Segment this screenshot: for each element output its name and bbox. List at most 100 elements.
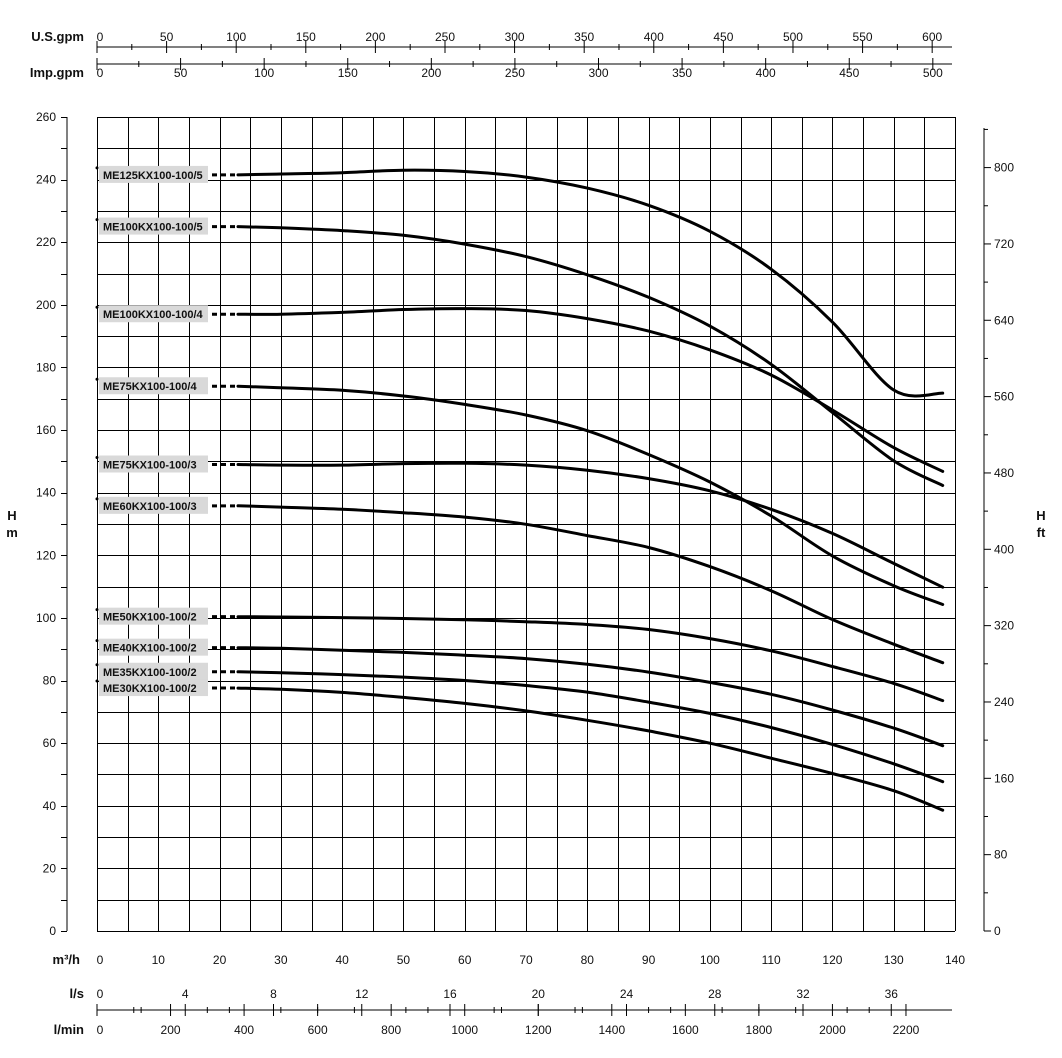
x-main-tick-label: 70 <box>519 953 533 967</box>
series-label-me75kx100-100-3: ME75KX100-100/3 <box>95 455 236 473</box>
x-axis-ls-tick-label: 24 <box>620 987 634 1001</box>
series-label-box <box>99 496 208 514</box>
x-axis-ls-tick-label: 28 <box>708 987 722 1001</box>
x-axis-ls-tick-label: 12 <box>355 987 369 1001</box>
series-label-me75kx100-100-4: ME75KX100-100/4 <box>95 377 236 395</box>
series-label-text: ME125KX100-100/5 <box>103 170 203 182</box>
series-label-box <box>99 679 208 697</box>
x-axis-usgpm-tick-label: 350 <box>574 30 594 44</box>
y-right-tick-label: 480 <box>994 466 1014 480</box>
y-left-tick-label: 180 <box>36 360 56 374</box>
y-left-axis-label: H <box>7 508 16 523</box>
x-axis-ls-tick-label: 0 <box>97 987 104 1001</box>
series-line-me75kx100-100-4 <box>236 384 945 606</box>
series-label-text: ME50KX100-100/2 <box>103 612 197 624</box>
series-label-me100kx100-100-5: ME100KX100-100/5 <box>95 217 236 235</box>
x-axis-ls-tick-label: 20 <box>532 987 546 1001</box>
y-left-tick-label: 100 <box>36 611 56 625</box>
x-axis-lmin-tick-label: 400 <box>234 1023 254 1037</box>
x-main-tick-label: 140 <box>945 953 965 967</box>
series-line-me125kx100-100-5 <box>236 168 945 398</box>
y-right-tick-label: 160 <box>994 771 1014 785</box>
series-line-me100kx100-100-4 <box>236 307 945 473</box>
y-left-tick-label: 0 <box>49 924 56 938</box>
x-main-tick-label: 100 <box>700 953 720 967</box>
y-left-tick-label: 220 <box>36 235 56 249</box>
y-right-tick-label: 720 <box>994 237 1014 251</box>
x-axis-lmin-tick-label: 2000 <box>819 1023 846 1037</box>
x-main-tick-label: 10 <box>152 953 166 967</box>
y-left-tick-label: 60 <box>43 736 57 750</box>
x-axis-usgpm-tick-label: 400 <box>644 30 664 44</box>
series-line-me60kx100-100-3 <box>236 504 945 665</box>
series-label-box <box>99 305 208 323</box>
x-ls-axis-label: l/s <box>70 986 84 1001</box>
series-line-me40kx100-100-2 <box>236 646 945 748</box>
series-label-me125kx100-100-5: ME125KX100-100/5 <box>95 165 236 183</box>
y-right-tick-label: 240 <box>994 695 1014 709</box>
series-label-dot <box>95 305 99 309</box>
series-line-me50kx100-100-2 <box>236 615 945 703</box>
x-axis-lmin-tick-label: 1400 <box>598 1023 625 1037</box>
y-left-tick-label: 160 <box>36 423 56 437</box>
series-label-text: ME35KX100-100/2 <box>103 667 197 679</box>
series-line-me35kx100-100-2 <box>236 670 945 784</box>
series-label-dot <box>95 639 99 643</box>
x-axis-usgpm-tick-label: 250 <box>435 30 455 44</box>
y-left-axis-unit: m <box>6 525 18 540</box>
x-main-tick-label: 120 <box>822 953 842 967</box>
series-label-text: ME75KX100-100/4 <box>103 381 197 393</box>
x-main-tick-label: 80 <box>581 953 595 967</box>
series-label-text: ME100KX100-100/4 <box>103 309 204 321</box>
x-impgpm-axis-label: Imp.gpm <box>30 65 84 80</box>
x-axis-lmin-tick-label: 600 <box>308 1023 328 1037</box>
x-axis-usgpm-tick-label: 50 <box>160 30 174 44</box>
y-right-axis-label: H <box>1036 508 1045 523</box>
x-axis-lmin-tick-label: 1800 <box>746 1023 773 1037</box>
x-axis-impgpm-tick-label: 300 <box>588 66 608 80</box>
series-label-text: ME100KX100-100/5 <box>103 222 203 234</box>
y-left-tick-label: 40 <box>43 799 57 813</box>
series-label-me100kx100-100-4: ME100KX100-100/4 <box>95 305 236 323</box>
series-line-me75kx100-100-3 <box>236 461 945 589</box>
series-label-text: ME60KX100-100/3 <box>103 501 197 513</box>
series-label-me50kx100-100-2: ME50KX100-100/2 <box>95 607 236 625</box>
series-label-me35kx100-100-2: ME35KX100-100/2 <box>95 662 236 680</box>
y-left-tick-label: 140 <box>36 486 56 500</box>
y-left-tick-label: 20 <box>43 861 57 875</box>
x-axis-usgpm-tick-label: 500 <box>783 30 803 44</box>
x-usgpm-axis-label: U.S.gpm <box>31 29 84 44</box>
series-group: ME125KX100-100/5 ME100KX100-100/5 ME100KX1… <box>95 165 945 812</box>
y-left-tick-label: 260 <box>36 110 56 124</box>
series-label-box <box>99 455 208 473</box>
x-axis-impgpm-tick-label: 500 <box>923 66 943 80</box>
y-right-tick-label: 560 <box>994 390 1014 404</box>
x-axis-ls-tick-label: 36 <box>885 987 899 1001</box>
series-line-me100kx100-100-5 <box>236 225 945 487</box>
x-axis-usgpm-tick-label: 550 <box>853 30 873 44</box>
x-axis-main: 0 10 20 30 40 50 60 70 80 90 100 110 120 130 140 m³/h <box>53 952 966 967</box>
x-axis-lmin-tick-label: 800 <box>381 1023 401 1037</box>
series-label-dot <box>95 456 99 460</box>
x-main-tick-label: 50 <box>397 953 411 967</box>
series-label-box <box>99 217 208 235</box>
series-label-text: ME40KX100-100/2 <box>103 643 197 655</box>
x-axis-impgpm-tick-label: 0 <box>97 66 104 80</box>
series-label-me40kx100-100-2: ME40KX100-100/2 <box>95 638 236 656</box>
series-label-dot <box>95 218 99 222</box>
y-right-tick-label: 400 <box>994 542 1014 556</box>
series-label-box <box>99 165 208 183</box>
y-axis-right: 0 80 160 240 320 400 480 560 640 720 800 Hft <box>983 128 1046 938</box>
series-label-box <box>99 377 208 395</box>
series-line-me30kx100-100-2 <box>236 686 945 812</box>
x-lmin-axis-label: l/min <box>54 1022 84 1037</box>
y-right-tick-label: 640 <box>994 313 1014 327</box>
y-right-tick-label: 80 <box>994 848 1008 862</box>
x-axis-impgpm-tick-label: 450 <box>839 66 859 80</box>
x-axis-usgpm-tick-label: 600 <box>922 30 942 44</box>
series-label-box <box>99 662 208 680</box>
series-label-text: ME30KX100-100/2 <box>103 683 197 695</box>
x-main-tick-label: 130 <box>884 953 904 967</box>
x-axis-impgpm: 0 50 100 150 200 250 300 350 400 450 500 Imp.gpm <box>30 58 952 80</box>
